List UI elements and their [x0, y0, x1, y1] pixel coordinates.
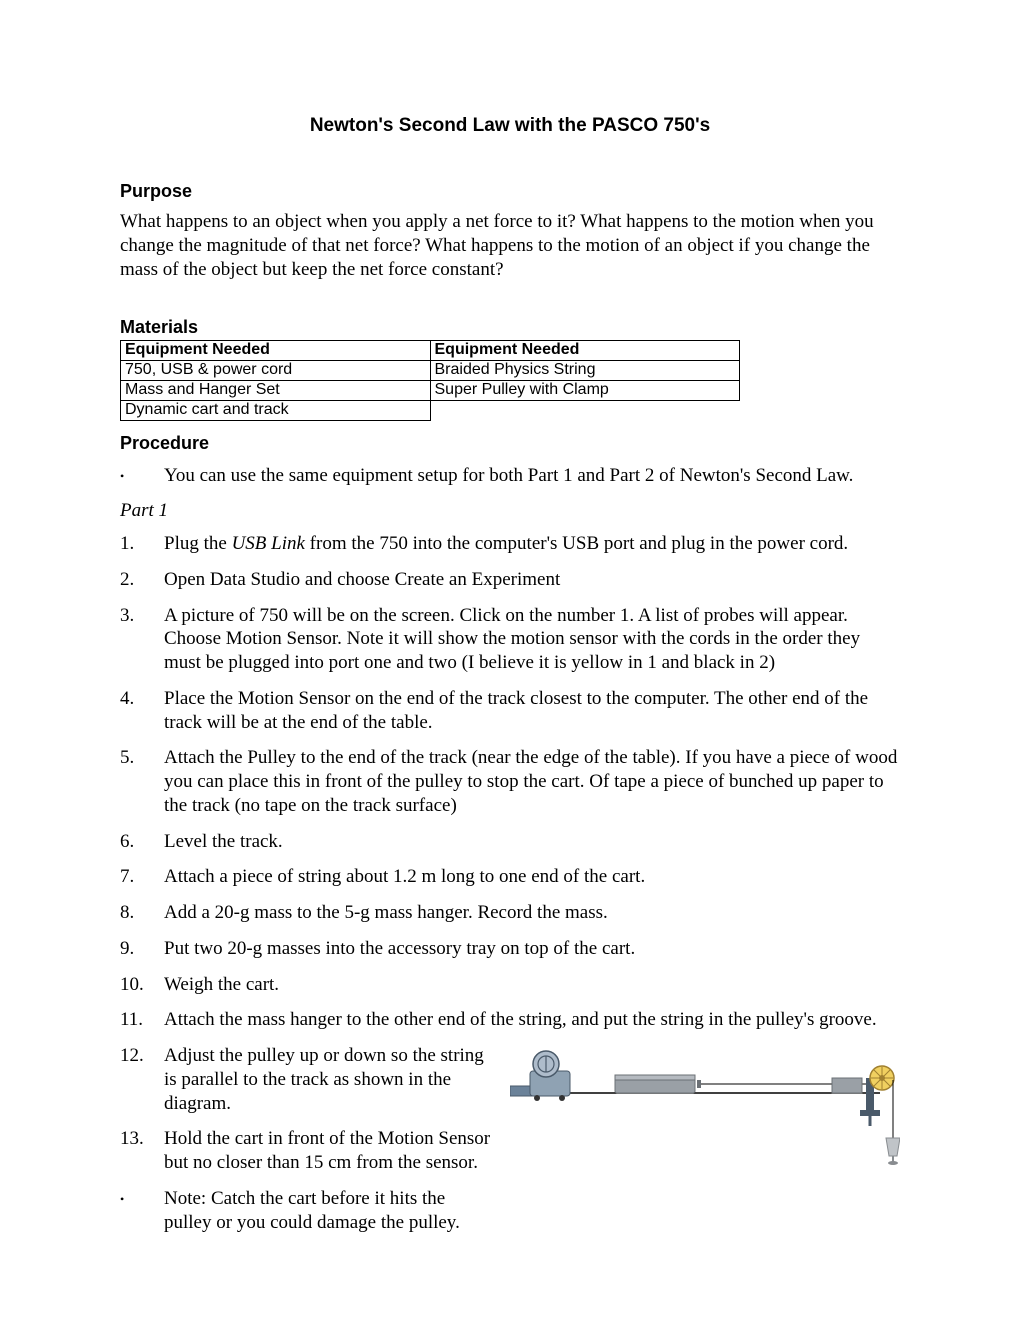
list-item: 1. Plug the USB Link from the 750 into t… — [120, 532, 900, 556]
list-item: 7. Attach a piece of string about 1.2 m … — [120, 865, 900, 889]
step-number: 3. — [120, 604, 164, 628]
step-number: 1. — [120, 532, 164, 556]
materials-cell-empty — [430, 401, 740, 421]
procedure-heading: Procedure — [120, 433, 900, 454]
step-text: Level the track. — [164, 830, 900, 854]
list-item: 4. Place the Motion Sensor on the end of… — [120, 687, 900, 735]
materials-cell: Super Pulley with Clamp — [430, 381, 740, 401]
step-text-italic: USB Link — [232, 533, 305, 554]
procedure-intro: You can use the same equipment setup for… — [164, 464, 900, 488]
list-item: 11. Attach the mass hanger to the other … — [120, 1008, 900, 1032]
step-text: Attach the mass hanger to the other end … — [164, 1008, 900, 1032]
step-number: 12. — [120, 1044, 164, 1068]
step-text: Adjust the pulley up or down so the stri… — [164, 1044, 494, 1115]
list-item: • Note: Catch the cart before it hits th… — [120, 1187, 494, 1235]
list-item: 10. Weigh the cart. — [120, 973, 900, 997]
step-text: Weigh the cart. — [164, 973, 900, 997]
step-text: Open Data Studio and choose Create an Ex… — [164, 568, 900, 592]
page-title: Newton's Second Law with the PASCO 750's — [120, 115, 900, 137]
step-text-pre: Plug the — [164, 533, 232, 554]
step-number: 9. — [120, 937, 164, 961]
step-text: Place the Motion Sensor on the end of th… — [164, 687, 900, 735]
table-row: Mass and Hanger Set Super Pulley with Cl… — [121, 381, 740, 401]
list-item: 9. Put two 20-g masses into the accessor… — [120, 937, 900, 961]
materials-cell: Braided Physics String — [430, 361, 740, 381]
step-text: Put two 20-g masses into the accessory t… — [164, 937, 900, 961]
purpose-heading: Purpose — [120, 181, 900, 202]
materials-cell: Dynamic cart and track — [121, 401, 431, 421]
step-text: Attach the Pulley to the end of the trac… — [164, 746, 900, 817]
materials-header-right: Equipment Needed — [430, 341, 740, 361]
step-text: Attach a piece of string about 1.2 m lon… — [164, 865, 900, 889]
procedure-note: Note: Catch the cart before it hits the … — [164, 1187, 494, 1235]
step-text: Hold the cart in front of the Motion Sen… — [164, 1127, 494, 1175]
track-diagram — [510, 1048, 900, 1168]
materials-header-left: Equipment Needed — [121, 341, 431, 361]
step-text: Plug the USB Link from the 750 into the … — [164, 532, 900, 556]
step-number: 11. — [120, 1008, 164, 1032]
part-label: Part 1 — [120, 500, 900, 522]
list-item: 5. Attach the Pulley to the end of the t… — [120, 746, 900, 817]
step-text-post: from the 750 into the computer's USB por… — [305, 533, 848, 554]
track-diagram-svg — [510, 1048, 900, 1168]
step-number: 2. — [120, 568, 164, 592]
list-item: 6. Level the track. — [120, 830, 900, 854]
table-row: Dynamic cart and track — [121, 401, 740, 421]
step-number: 7. — [120, 865, 164, 889]
step-number: 5. — [120, 746, 164, 770]
table-row: Equipment Needed Equipment Needed — [121, 341, 740, 361]
bullet-icon: • — [120, 464, 164, 484]
step-number: 13. — [120, 1127, 164, 1151]
list-item: 2. Open Data Studio and choose Create an… — [120, 568, 900, 592]
step-text: A picture of 750 will be on the screen. … — [164, 604, 900, 675]
step-number: 10. — [120, 973, 164, 997]
materials-heading: Materials — [120, 317, 900, 338]
step-text: Add a 20-g mass to the 5-g mass hanger. … — [164, 901, 900, 925]
list-item: 3. A picture of 750 will be on the scree… — [120, 604, 900, 675]
list-item: • You can use the same equipment setup f… — [120, 464, 900, 488]
purpose-text: What happens to an object when you apply… — [120, 210, 900, 281]
step-number: 4. — [120, 687, 164, 711]
bullet-icon: • — [120, 1187, 164, 1207]
list-item: 8. Add a 20-g mass to the 5-g mass hange… — [120, 901, 900, 925]
materials-cell: Mass and Hanger Set — [121, 381, 431, 401]
list-item: 13. Hold the cart in front of the Motion… — [120, 1127, 494, 1175]
step-number: 6. — [120, 830, 164, 854]
materials-cell: 750, USB & power cord — [121, 361, 431, 381]
table-row: 750, USB & power cord Braided Physics St… — [121, 361, 740, 381]
materials-table: Equipment Needed Equipment Needed 750, U… — [120, 340, 740, 421]
list-item: 12. Adjust the pulley up or down so the … — [120, 1044, 494, 1115]
step-number: 8. — [120, 901, 164, 925]
